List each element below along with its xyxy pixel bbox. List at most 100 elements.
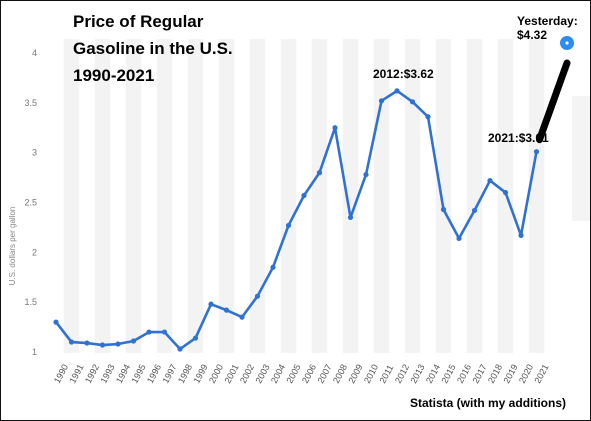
data-point [394,88,400,94]
data-point [409,99,416,105]
chart-title-line-3: 1990-2021 [73,66,154,85]
data-point [130,338,137,344]
y-axis: 1 1.5 2 2.5 3 3.5 4 [24,48,37,357]
grid-band [342,39,359,353]
x-tick-label: 2001 [222,363,240,385]
grid-band [280,39,297,353]
annotation-yesterday-label: Yesterday: [517,14,578,28]
x-tick-label: 2004 [269,363,287,385]
x-tick-label: 2007 [315,363,333,385]
x-tick-label: 2016 [455,363,473,385]
x-tick-label: 2008 [331,363,349,385]
data-point [146,329,152,335]
right-panel-edge [572,96,590,221]
grid-band [435,39,452,353]
x-tick-label: 1992 [83,363,101,385]
x-tick-label: 1995 [129,363,147,385]
x-tick-label: 2013 [408,363,426,385]
yesterday-marker [560,36,574,50]
y-tick-label: 2.5 [24,198,37,208]
y-axis-title: U.S. dollars per gallon [8,207,17,286]
data-point [440,206,447,213]
x-tick-label: 1999 [191,363,209,385]
x-tick-label: 2014 [424,363,442,385]
y-tick-label: 3.5 [24,98,37,108]
grid-band [528,39,545,353]
x-tick-label: 2017 [470,363,488,385]
data-point [285,222,292,229]
data-point [378,98,385,104]
data-point [270,264,276,270]
data-point [115,341,121,347]
x-tick-label: 1991 [67,363,85,385]
series-points [53,88,540,352]
x-tick-label: 1994 [114,363,132,385]
grid-band [63,39,80,353]
grid-band [311,39,328,353]
series-line [54,89,538,351]
y-tick-label: 3 [32,148,37,158]
data-point [84,340,90,346]
data-point [518,232,524,238]
annotation-2012: 2012:$3.62 [373,67,434,81]
series-lines [54,89,538,351]
x-tick-label: 2012 [393,363,411,385]
yesterday-extension-line [536,59,571,144]
x-tick-label: 1997 [160,363,178,385]
y-tick-label: 2 [32,247,37,257]
x-axis: 1990199119921993199419951996199719981999… [52,363,551,385]
chart-title-line-2: Gasoline in the U.S. [73,39,233,58]
data-point [316,170,323,176]
x-tick-label: 2003 [253,363,271,385]
source-note: Statista (with my additions) [410,396,566,410]
annotation-2021: 2021:$3.01 [488,131,549,145]
x-tick-label: 2021 [532,363,550,385]
x-tick-label: 2006 [300,363,318,385]
grid-band [404,39,421,353]
x-tick-label: 2002 [238,363,256,385]
data-point [471,207,478,214]
data-point [487,177,493,184]
grid-band [218,39,235,353]
grid-bands [63,39,545,353]
x-tick-label: 2015 [439,363,457,385]
data-point [208,301,214,307]
data-point [254,293,261,299]
grid-band [249,39,266,353]
x-tick-label: 2019 [501,363,519,385]
yesterday-dot-center [565,41,569,45]
grid-band [156,39,173,353]
data-point [347,214,354,221]
data-point [332,125,338,131]
x-tick-label: 2018 [486,363,504,385]
x-tick-label: 2009 [346,363,364,385]
y-tick-label: 1.5 [24,297,37,307]
data-point [363,171,369,178]
data-point [502,189,509,196]
grid-band [125,39,142,353]
data-point [161,329,168,335]
data-point [425,114,431,120]
data-point [177,346,183,352]
grid-band [373,39,390,353]
data-point [456,235,462,241]
y-tick-label: 4 [32,48,37,58]
data-point [301,192,307,199]
chart-title-line-1: Price of Regular [73,12,204,31]
data-point [99,342,106,348]
data-point [223,307,230,313]
x-tick-label: 1993 [98,363,116,385]
x-tick-label: 1998 [176,363,194,385]
data-point [53,319,59,325]
annotation-yesterday-value: $4.32 [517,28,547,42]
x-tick-label: 2005 [284,363,302,385]
x-tick-label: 2000 [207,363,225,385]
x-tick-label: 2011 [377,363,395,385]
x-tick-label: 2020 [517,363,535,385]
grid-band [94,39,111,353]
grid-band [466,39,483,353]
x-tick-label: 2010 [362,363,380,385]
x-tick-label: 1990 [52,363,70,385]
